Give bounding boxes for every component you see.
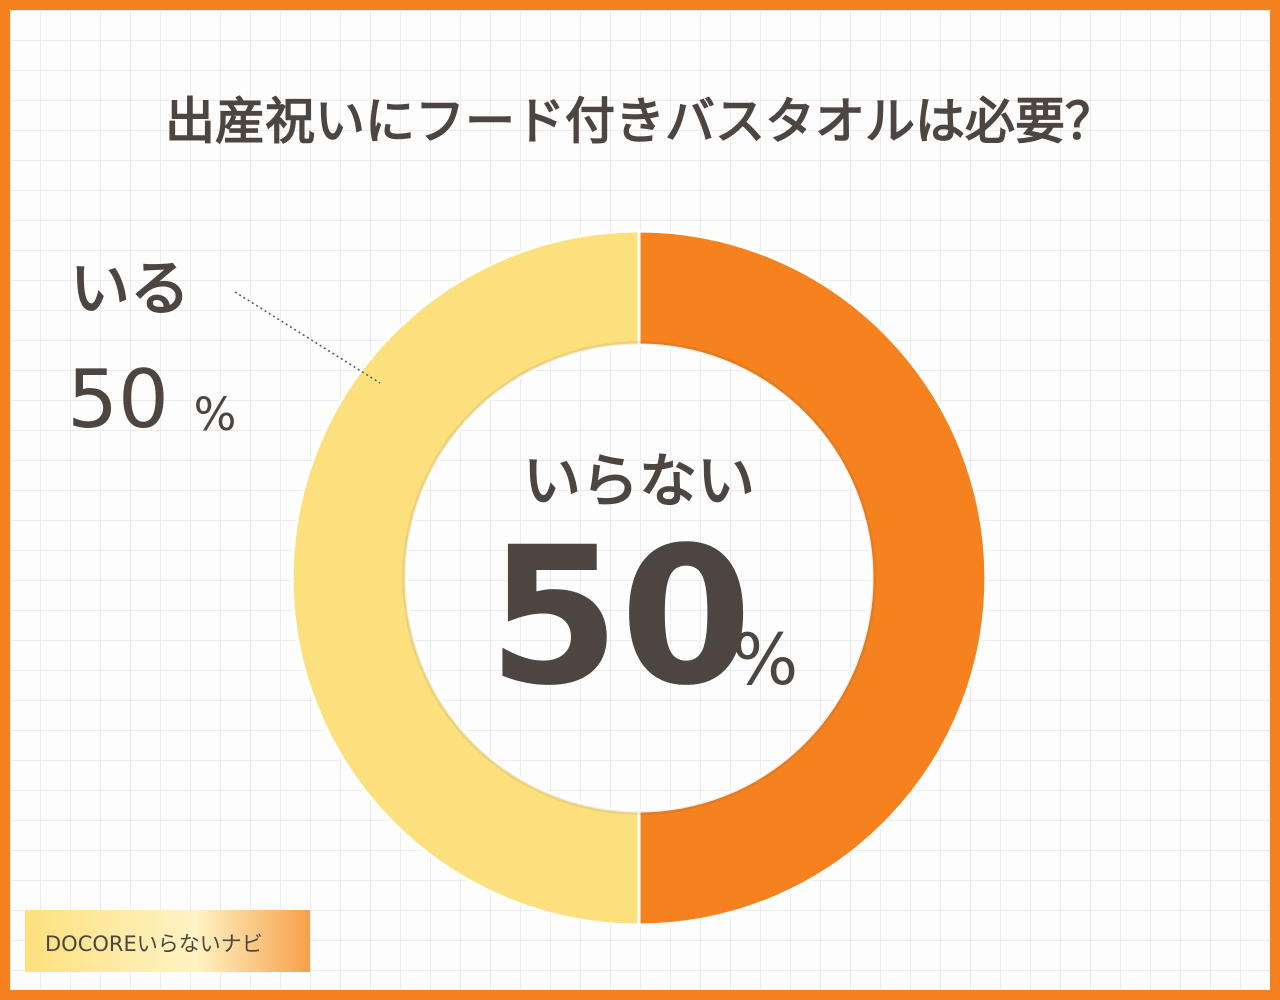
value-unit: % — [732, 619, 799, 701]
leader-line — [234, 291, 381, 384]
donut-hole-shadow — [402, 341, 876, 815]
donut — [290, 229, 988, 927]
value-unit: % — [194, 388, 237, 441]
category-label: いる — [70, 255, 190, 325]
watermark-box — [25, 910, 310, 972]
chart-title: 出産祝いにフード付きバスタオルは必要？ — [165, 93, 1115, 151]
value-label: 50 — [488, 506, 752, 727]
value-label: 50 — [67, 353, 169, 446]
donut-segment — [637, 229, 988, 927]
donut-segment — [290, 229, 641, 927]
watermark: DOCOREいらないナビ — [45, 932, 263, 956]
category-label: いらない — [523, 447, 755, 515]
